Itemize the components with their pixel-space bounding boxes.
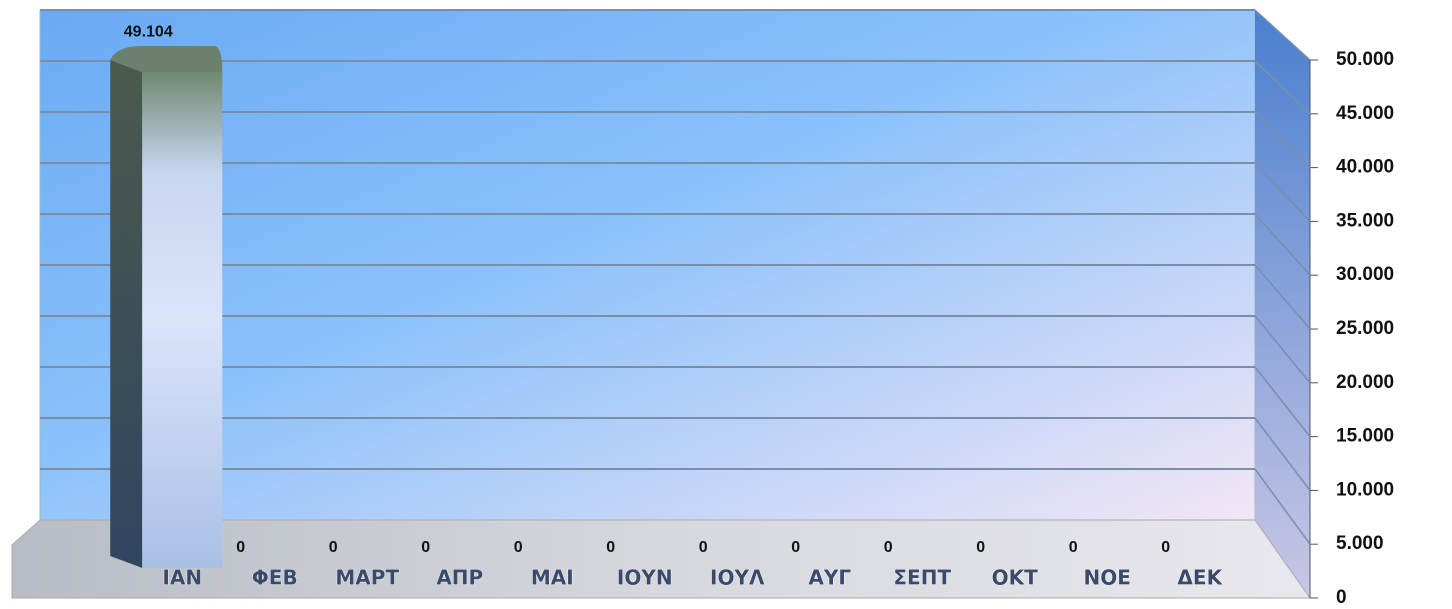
- y-tick-label: 35.000: [1336, 210, 1394, 231]
- x-tick-label: ΜΑΙ: [531, 566, 574, 590]
- y-tick-label: 25.000: [1336, 318, 1394, 339]
- y-tick-label: 10.000: [1336, 479, 1394, 500]
- y-tick-label: 5.000: [1336, 533, 1384, 554]
- value-label: 0: [976, 539, 985, 556]
- side-grid-line: [1254, 417, 1311, 491]
- x-tick-label: ΜΑΡΤ: [335, 566, 399, 590]
- side-grid-line: [1254, 9, 1311, 61]
- x-tick-label: ΑΠΡ: [436, 566, 483, 590]
- x-tick-label: ΙΟΥΛ: [710, 566, 765, 590]
- y-tick-label: 30.000: [1336, 264, 1394, 285]
- x-tick-label: ΙΑΝ: [162, 566, 202, 590]
- x-tick-label: ΙΟΥΝ: [617, 566, 673, 590]
- value-label: 0: [1069, 539, 1078, 556]
- side-grid-line: [1254, 162, 1311, 222]
- value-label: 0: [236, 539, 245, 556]
- side-grid-line: [1254, 468, 1311, 545]
- x-tick-label: ΦΕΒ: [252, 566, 298, 590]
- floor: [11, 519, 1311, 599]
- value-label: 0: [329, 539, 338, 556]
- value-label: 0: [421, 539, 430, 556]
- x-tick-label: ΑΥΓ: [808, 566, 851, 590]
- bar-side: [110, 60, 143, 569]
- side-grid-line: [1254, 60, 1311, 115]
- side-wall: [1255, 10, 1310, 598]
- x-tick-label: ΔΕΚ: [1177, 566, 1223, 590]
- y-tick-label: 15.000: [1336, 426, 1394, 447]
- value-label: 0: [699, 539, 708, 556]
- side-grid-line: [1254, 315, 1311, 384]
- side-grid-line: [1254, 213, 1311, 276]
- y-tick-label: 40.000: [1336, 157, 1394, 178]
- value-label: 0: [791, 539, 800, 556]
- value-label: 49.104: [124, 23, 173, 40]
- bar: [142, 72, 223, 569]
- side-grid-line: [1254, 111, 1311, 169]
- value-label: 0: [606, 539, 615, 556]
- x-tick-label: ΟΚΤ: [992, 566, 1039, 590]
- y-tick-label: 50.000: [1336, 49, 1394, 70]
- y-tick-label: 45.000: [1336, 103, 1394, 124]
- y-tick-label: 0: [1336, 587, 1347, 608]
- side-grid-line: [1254, 264, 1311, 330]
- bar-top: [110, 46, 223, 73]
- x-tick-label: ΝΟΕ: [1084, 566, 1131, 590]
- value-label: 0: [884, 539, 893, 556]
- side-grid-line: [1254, 366, 1311, 438]
- value-label: 0: [514, 539, 523, 556]
- x-tick-label: ΣΕΠΤ: [893, 566, 951, 590]
- value-label: 0: [1161, 539, 1170, 556]
- y-tick-label: 20.000: [1336, 372, 1394, 393]
